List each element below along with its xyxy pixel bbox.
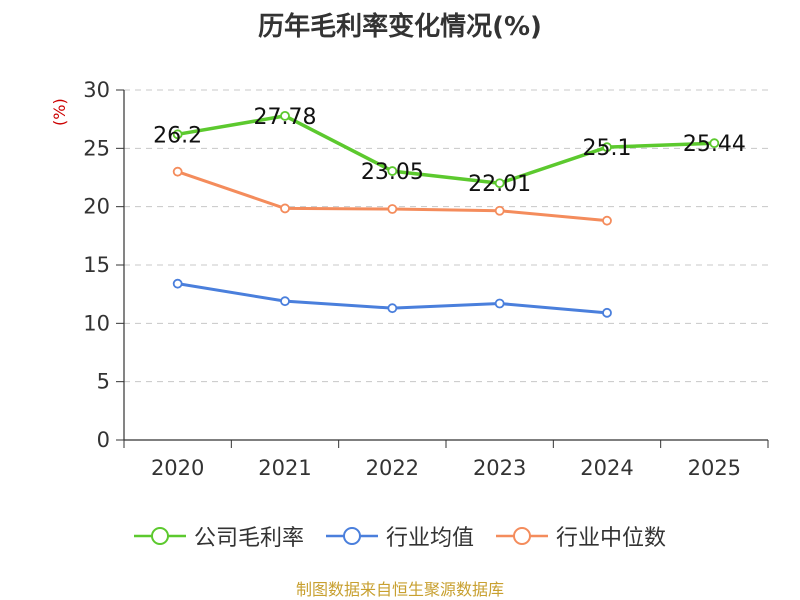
data-point <box>280 203 290 214</box>
data-point <box>172 129 183 140</box>
legend-item-industry-mean[interactable]: 行业均值 <box>325 520 474 552</box>
data-point <box>494 298 505 309</box>
data-point <box>602 142 612 153</box>
y-tick-label: 0 <box>97 428 110 452</box>
data-point <box>602 307 612 318</box>
data-label: 25.1 <box>583 136 632 161</box>
y-tick-label: 10 <box>83 311 110 335</box>
data-point <box>494 178 505 189</box>
y-tick-label: 20 <box>83 195 110 219</box>
y-tick-label: 30 <box>83 78 110 102</box>
legend-label-industry-median: 行业中位数 <box>556 526 667 551</box>
data-point <box>387 166 398 176</box>
legend-label-industry-mean: 行业均值 <box>385 526 474 551</box>
x-tick-label: 2024 <box>580 456 633 480</box>
data-point <box>280 111 290 121</box>
data-point <box>172 166 183 177</box>
legend-marker-company <box>133 527 186 545</box>
data-point <box>172 278 183 289</box>
data-point <box>280 296 290 307</box>
x-tick-label: 2022 <box>366 456 419 480</box>
data-label: 23.05 <box>361 160 424 185</box>
chart-legend: 公司毛利率 行业均值 行业中位数 <box>0 520 800 552</box>
legend-item-company[interactable]: 公司毛利率 <box>133 520 304 552</box>
y-tick-label: 15 <box>83 253 110 277</box>
legend-label-company: 公司毛利率 <box>193 526 304 551</box>
legend-marker-industry-mean <box>325 527 378 545</box>
chart-title: 历年毛利率变化情况(%) <box>258 12 542 42</box>
data-label: 27.78 <box>254 105 317 130</box>
data-label: 25.44 <box>683 132 746 157</box>
x-tick-label: 2020 <box>151 456 204 480</box>
x-tick-label: 2021 <box>258 456 311 480</box>
legend-marker-industry-median <box>496 527 548 545</box>
x-tick-label: 2025 <box>688 456 741 480</box>
data-point <box>602 215 612 226</box>
data-label: 26.2 <box>153 123 202 148</box>
data-point <box>387 204 398 214</box>
x-tick-label: 2023 <box>473 456 526 480</box>
data-label: 22.01 <box>468 172 531 197</box>
legend-item-industry-median[interactable]: 行业中位数 <box>496 520 666 552</box>
y-tick-label: 25 <box>83 136 110 160</box>
data-source-note: 制图数据来自恒生聚源数据库 <box>295 580 504 599</box>
data-point <box>709 138 720 149</box>
series-line <box>177 114 715 185</box>
data-point <box>387 303 398 314</box>
data-point <box>494 205 505 216</box>
y-tick-label: 5 <box>97 370 110 394</box>
